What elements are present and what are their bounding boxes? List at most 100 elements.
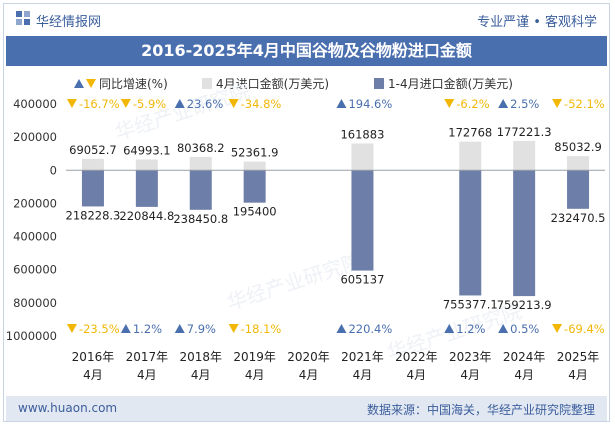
y-tick-label: 200000 [13, 196, 57, 210]
data-label-april: 69052.7 [69, 143, 117, 157]
growth-ytd-up-triangle-icon [120, 324, 131, 333]
data-label-ytd: 232470.5 [551, 211, 606, 225]
data-label-ytd: 238450.8 [173, 212, 228, 226]
growth-april-value: -16.7% [79, 97, 120, 111]
growth-ytd-value: 220.4% [348, 322, 392, 336]
bar-april-6 [351, 143, 374, 171]
x-tick-label-month: 4月 [191, 368, 211, 382]
growth-april-down-triangle-icon [66, 99, 77, 108]
growth-april-value: -52.1% [564, 97, 605, 111]
growth-ytd-value: 7.9% [187, 322, 216, 336]
legend-april-label: 4月进口金额(万美元) [216, 76, 329, 91]
growth-april-value: -34.8% [241, 97, 282, 111]
growth-april-value: -6.2% [456, 97, 489, 111]
x-tick-label-year: 2021年 [341, 350, 384, 364]
legend-up-triangle-icon [74, 79, 84, 88]
huajing-logo-icon [16, 11, 30, 25]
y-tick-label: 800000 [13, 296, 57, 310]
data-label-ytd: 195400 [233, 205, 277, 219]
bar-april-3 [189, 156, 212, 171]
tagline: 专业严谨 • 客观科学 [477, 15, 597, 30]
chart-title: 2016-2025年4月中国谷物及谷物粉进口金额 [6, 36, 607, 66]
y-tick-label: 200000 [13, 130, 57, 144]
x-tick-label-month: 4月 [407, 368, 427, 382]
data-label-april: 64993.1 [123, 144, 171, 158]
x-tick-label-year: 2022年 [395, 350, 438, 364]
y-tick-label: 1000000 [6, 329, 57, 343]
growth-april-value: 194.6% [348, 97, 392, 111]
x-tick-label-month: 4月 [460, 368, 480, 382]
legend-ytd-label: 1-4月进口金额(万美元) [388, 76, 513, 91]
growth-april-down-triangle-icon [228, 99, 239, 108]
x-tick-label-month: 4月 [83, 368, 103, 382]
bar-ytd-1 [81, 170, 104, 207]
site-url: www.huaon.com [18, 401, 118, 415]
growth-ytd-value: 0.5% [510, 322, 539, 336]
data-source: 数据来源：中国海关，华经产业研究院整理 [366, 403, 595, 417]
legend-ytd-swatch [374, 78, 384, 89]
x-tick-label-year: 2023年 [449, 350, 492, 364]
growth-ytd-value: 1.2% [456, 322, 485, 336]
data-label-april: 172768 [448, 126, 492, 140]
bar-ytd-2 [135, 170, 158, 207]
chart-frame: 华经情报网 专业严谨 • 客观科学 2016-2025年4月中国谷物及谷物粉进口… [3, 3, 610, 422]
x-tick-label-month: 4月 [514, 368, 534, 382]
data-label-april: 85032.9 [554, 140, 602, 154]
top-bar: 华经情报网 专业严谨 • 客观科学 [4, 4, 609, 34]
y-tick-label: 400000 [13, 230, 57, 244]
x-tick-label-year: 2018年 [179, 350, 222, 364]
legend-growth-label: 同比增速(%) [99, 77, 168, 91]
y-tick-label: 400000 [13, 97, 57, 111]
bar-ytd-4 [243, 170, 266, 203]
x-tick-label-month: 4月 [245, 368, 265, 382]
brand-name: 华经情报网 [36, 15, 102, 30]
growth-april-up-triangle-icon [498, 99, 509, 108]
x-tick-label-year: 2024年 [503, 350, 546, 364]
growth-ytd-down-triangle-icon [552, 324, 563, 333]
x-tick-label-year: 2020年 [287, 350, 330, 364]
data-label-ytd: 759213.9 [497, 298, 552, 312]
growth-ytd-value: -23.5% [79, 322, 120, 336]
growth-april-down-triangle-icon [444, 99, 455, 108]
data-label-ytd: 755377.1 [443, 297, 498, 311]
x-tick-label-year: 2017年 [126, 350, 169, 364]
x-tick-label-month: 4月 [137, 368, 157, 382]
footer-bar: www.huaon.com 数据来源：中国海关，华经产业研究院整理 [6, 396, 607, 421]
legend-april-swatch [202, 78, 212, 89]
growth-april-value: 2.5% [510, 97, 539, 111]
data-label-april: 52361.9 [231, 146, 279, 160]
growth-ytd-value: -18.1% [241, 322, 282, 336]
growth-april-down-triangle-icon [552, 99, 563, 108]
bar-ytd-8 [459, 170, 482, 296]
bar-april-4 [243, 161, 266, 171]
bar-april-2 [135, 159, 158, 171]
x-tick-label-year: 2019年 [233, 350, 276, 364]
y-tick-label: 0 [50, 163, 57, 177]
bar-april-8 [459, 141, 482, 171]
x-tick-label-year: 2025年 [557, 350, 600, 364]
growth-ytd-value: 1.2% [133, 322, 162, 336]
data-label-april: 177221.3 [497, 125, 552, 139]
bar-april-9 [513, 140, 536, 171]
growth-ytd-down-triangle-icon [66, 324, 77, 333]
growth-april-down-triangle-icon [120, 99, 131, 108]
data-label-april: 161883 [340, 127, 384, 141]
bar-april-1 [81, 158, 104, 171]
x-tick-label-month: 4月 [353, 368, 373, 382]
growth-april-up-triangle-icon [174, 99, 185, 108]
growth-april-up-triangle-icon [336, 99, 347, 108]
bar-ytd-9 [513, 170, 536, 297]
bar-ytd-6 [351, 170, 374, 271]
legend-down-triangle-icon [86, 79, 96, 88]
growth-ytd-up-triangle-icon [336, 324, 347, 333]
bar-ytd-10 [567, 170, 590, 209]
x-tick-label-month: 4月 [299, 368, 319, 382]
data-label-ytd: 218228.3 [66, 208, 121, 222]
y-tick-label: 600000 [13, 263, 57, 277]
x-tick-label-year: 2016年 [72, 350, 115, 364]
data-label-ytd: 220844.8 [119, 209, 174, 223]
growth-ytd-up-triangle-icon [444, 324, 455, 333]
x-tick-label-month: 4月 [568, 368, 588, 382]
growth-ytd-up-triangle-icon [498, 324, 509, 333]
